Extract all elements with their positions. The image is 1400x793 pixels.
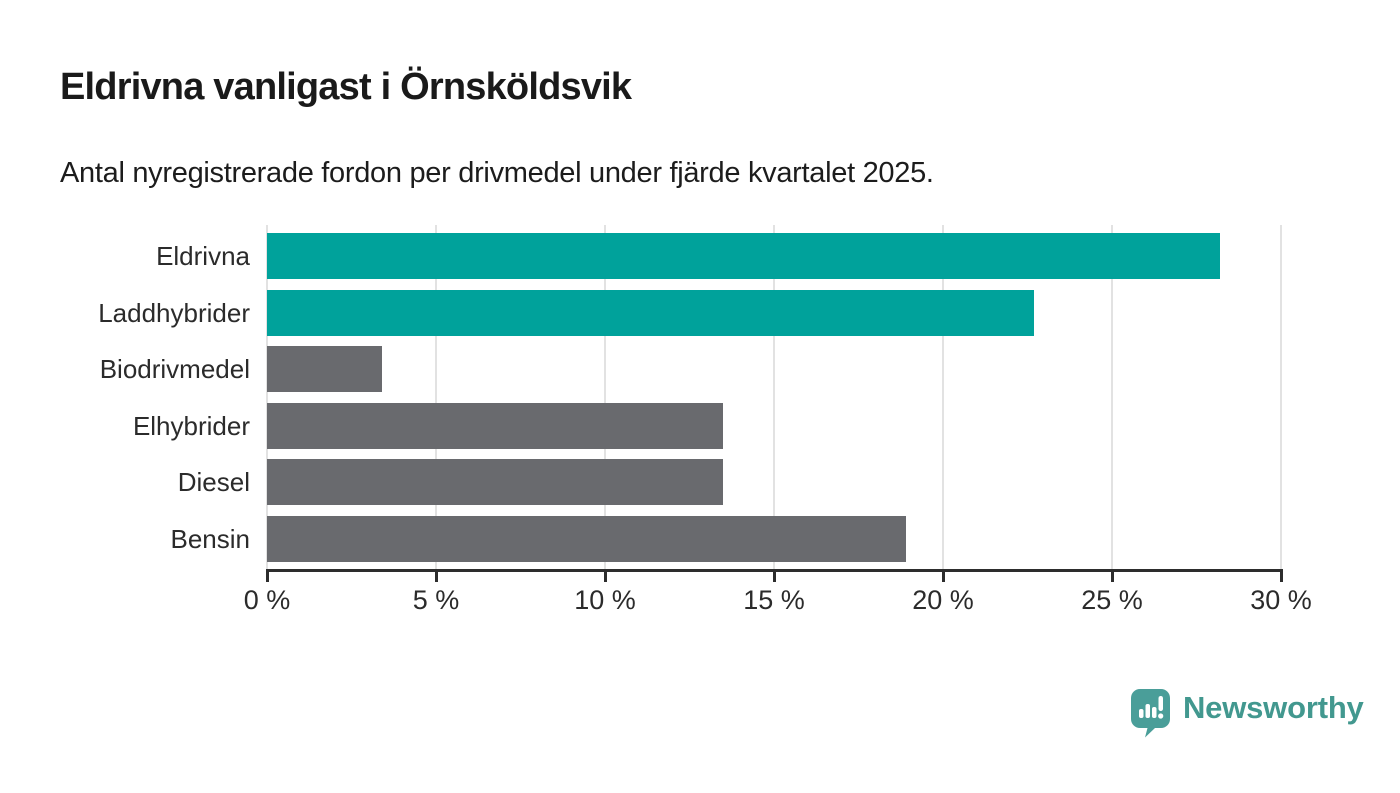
x-axis-tick-label-20: 20 %	[912, 585, 974, 615]
newsworthy-logo: Newsworthy	[1130, 688, 1364, 738]
gridline-15	[773, 225, 775, 569]
bar-eldrivna	[267, 233, 1221, 279]
gridline-10	[604, 225, 606, 569]
x-axis-tick-label-15: 15 %	[743, 585, 805, 615]
category-label-bensin: Bensin	[170, 524, 251, 554]
category-label-biodrivmedel: Biodrivmedel	[99, 354, 250, 385]
category-label-diesel: Diesel	[177, 467, 250, 498]
icon-exclamation-dot	[1158, 713, 1164, 719]
category-label-elhybrider: Elhybrider	[132, 410, 250, 441]
x-axis-tick-label-10: 10 %	[574, 585, 636, 615]
plot-area	[266, 225, 1282, 569]
gridline-25	[1111, 225, 1113, 569]
x-axis-tick-label-30: 30 %	[1250, 585, 1312, 615]
gridline-0	[266, 225, 268, 569]
gridline-20	[942, 225, 944, 569]
x-axis-tick-5	[434, 569, 438, 582]
x-axis-tick-label-5: 5 %	[412, 585, 460, 615]
x-axis-tick-label-0: 0 %	[243, 585, 291, 615]
category-axis-labels: Eldrivna Laddhybrider Biodrivmedel Elhybrid…	[0, 225, 250, 569]
bar-diesel	[267, 459, 724, 506]
gridline-5	[435, 225, 437, 569]
bar-laddhybrider	[267, 289, 1035, 336]
x-axis-tick-25	[1110, 569, 1114, 582]
x-axis-tick-30	[1279, 569, 1283, 582]
newsworthy-logo-text: Newsworthy	[1183, 690, 1364, 725]
newsworthy-speech-bubble-chart-icon	[1131, 689, 1170, 738]
x-axis-tick-20	[941, 569, 945, 582]
x-axis-tick-labels: 0 % 5 % 10 % 15 % 20 % 25 % 30 %	[244, 585, 1312, 617]
category-label-laddhybrider: Laddhybrider	[98, 297, 250, 328]
icon-bar-1	[1139, 709, 1144, 718]
x-axis-tick-10	[603, 569, 607, 582]
icon-bar-2	[1145, 704, 1150, 718]
bar-biodrivmedel	[267, 346, 382, 393]
icon-exclamation-stem	[1158, 696, 1163, 711]
x-axis-tick-label-25: 25 %	[1081, 585, 1143, 615]
bar-bensin	[267, 516, 906, 562]
x-axis-line	[265, 569, 1283, 582]
bar-elhybrider	[267, 402, 724, 449]
speech-bubble-shape	[1131, 689, 1170, 738]
x-axis-tick-0	[265, 569, 269, 582]
icon-bar-3	[1152, 707, 1157, 718]
chart-subtitle: Antal nyregistrerade fordon per drivmede…	[60, 157, 934, 189]
x-axis-tick-15	[772, 569, 776, 582]
category-label-eldrivna: Eldrivna	[156, 241, 250, 271]
chart-title: Eldrivna vanligast i Örnsköldsvik	[60, 66, 632, 108]
gridline-30	[1280, 225, 1282, 569]
